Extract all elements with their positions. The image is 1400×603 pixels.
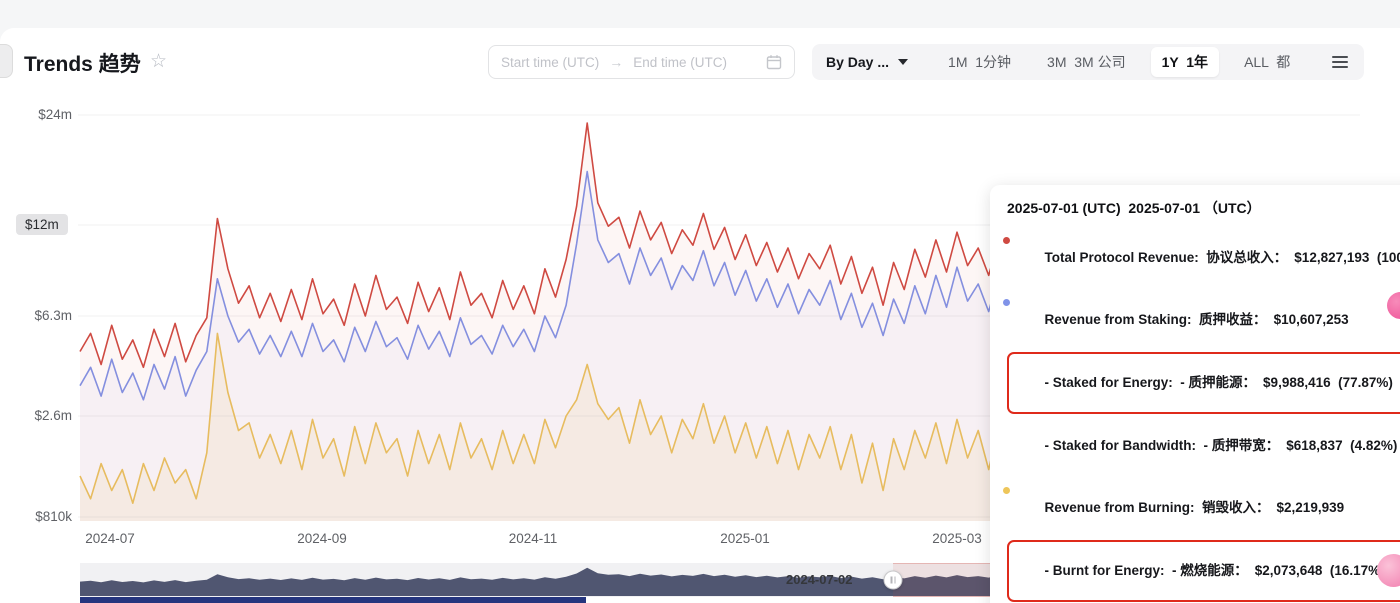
tooltip-row-burning-revenue: Revenue from Burning: 销毁收入： $2,219,939 — [990, 477, 1400, 539]
footer-strip — [80, 597, 586, 603]
y-axis-tick: $810k — [35, 509, 72, 524]
navigator-left-handle[interactable] — [883, 570, 903, 590]
start-time-input[interactable]: Start time (UTC) — [501, 54, 600, 70]
x-axis-tick: 2024-09 — [297, 531, 347, 546]
interval-value: By Day ... — [826, 54, 890, 70]
tooltip-row-staked-energy: - Staked for Energy: - 质押能源： $9,988,416 (… — [1007, 352, 1400, 414]
tooltip-row-total-revenue: Total Protocol Revenue: 协议总收入： $12,827,19… — [990, 227, 1400, 289]
range-button-1y[interactable]: 1Y 1年 — [1150, 47, 1220, 77]
date-range-picker[interactable]: Start time (UTC) → End time (UTC) — [488, 45, 795, 79]
range-button-3m[interactable]: 3M 3M 公司 — [1047, 54, 1126, 70]
chevron-down-icon — [898, 59, 909, 65]
sidebar-collapse-tab[interactable] — [0, 44, 13, 78]
tooltip-row-staking-revenue: Revenue from Staking: 质押收益： $10,607,253 — [990, 289, 1400, 351]
series-dot-yellow — [1003, 487, 1010, 494]
y-axis-pointer-badge: $12m — [16, 214, 68, 235]
calendar-icon[interactable] — [766, 54, 782, 70]
tooltip-row-staked-bandwidth: - Staked for Bandwidth: - 质押带宽： $618,837 … — [1044, 438, 1398, 453]
y-axis-tick: $6.3m — [34, 308, 72, 323]
favorite-star-icon[interactable]: ☆ — [150, 51, 168, 72]
floating-widget-button[interactable] — [1387, 292, 1400, 319]
tooltip-row-burnt-energy: - Burnt for Energy: - 燃烧能源： $2,073,648 (1… — [1007, 540, 1400, 602]
x-axis-tick: 2024-07 — [85, 531, 135, 546]
x-axis-tick: 2024-11 — [508, 531, 558, 546]
arrow-right-icon: → — [609, 54, 624, 70]
menu-icon[interactable] — [1330, 52, 1350, 72]
chart-tooltip: 2025-07-01 (UTC) 2025-07-01 （UTC） Total … — [990, 185, 1400, 603]
x-axis-tick: 2025-03 — [932, 531, 982, 546]
y-axis-tick: $24m — [38, 107, 72, 122]
interval-dropdown[interactable]: By Day ... — [826, 54, 909, 70]
series-dot-blue — [1003, 299, 1010, 306]
tooltip-date: 2025-07-01 (UTC) 2025-07-01 （UTC） — [1007, 200, 1261, 216]
floating-assistant-button[interactable] — [1377, 554, 1400, 587]
range-button-all[interactable]: ALL 都 — [1244, 54, 1291, 70]
y-axis-tick: $2.6m — [34, 408, 72, 423]
page-title: Trends 趋势 — [24, 53, 141, 76]
navigator-date-label: 2024-07-02 — [786, 572, 853, 587]
chart-controls: By Day ... 1M 1分钟 3M 3M 公司 1Y 1年 ALL 都 — [812, 44, 1364, 80]
x-axis-tick: 2025-01 — [720, 531, 770, 546]
series-dot-red — [1003, 237, 1010, 244]
end-time-input[interactable]: End time (UTC) — [633, 54, 728, 70]
range-button-1m[interactable]: 1M 1分钟 — [948, 54, 1012, 70]
